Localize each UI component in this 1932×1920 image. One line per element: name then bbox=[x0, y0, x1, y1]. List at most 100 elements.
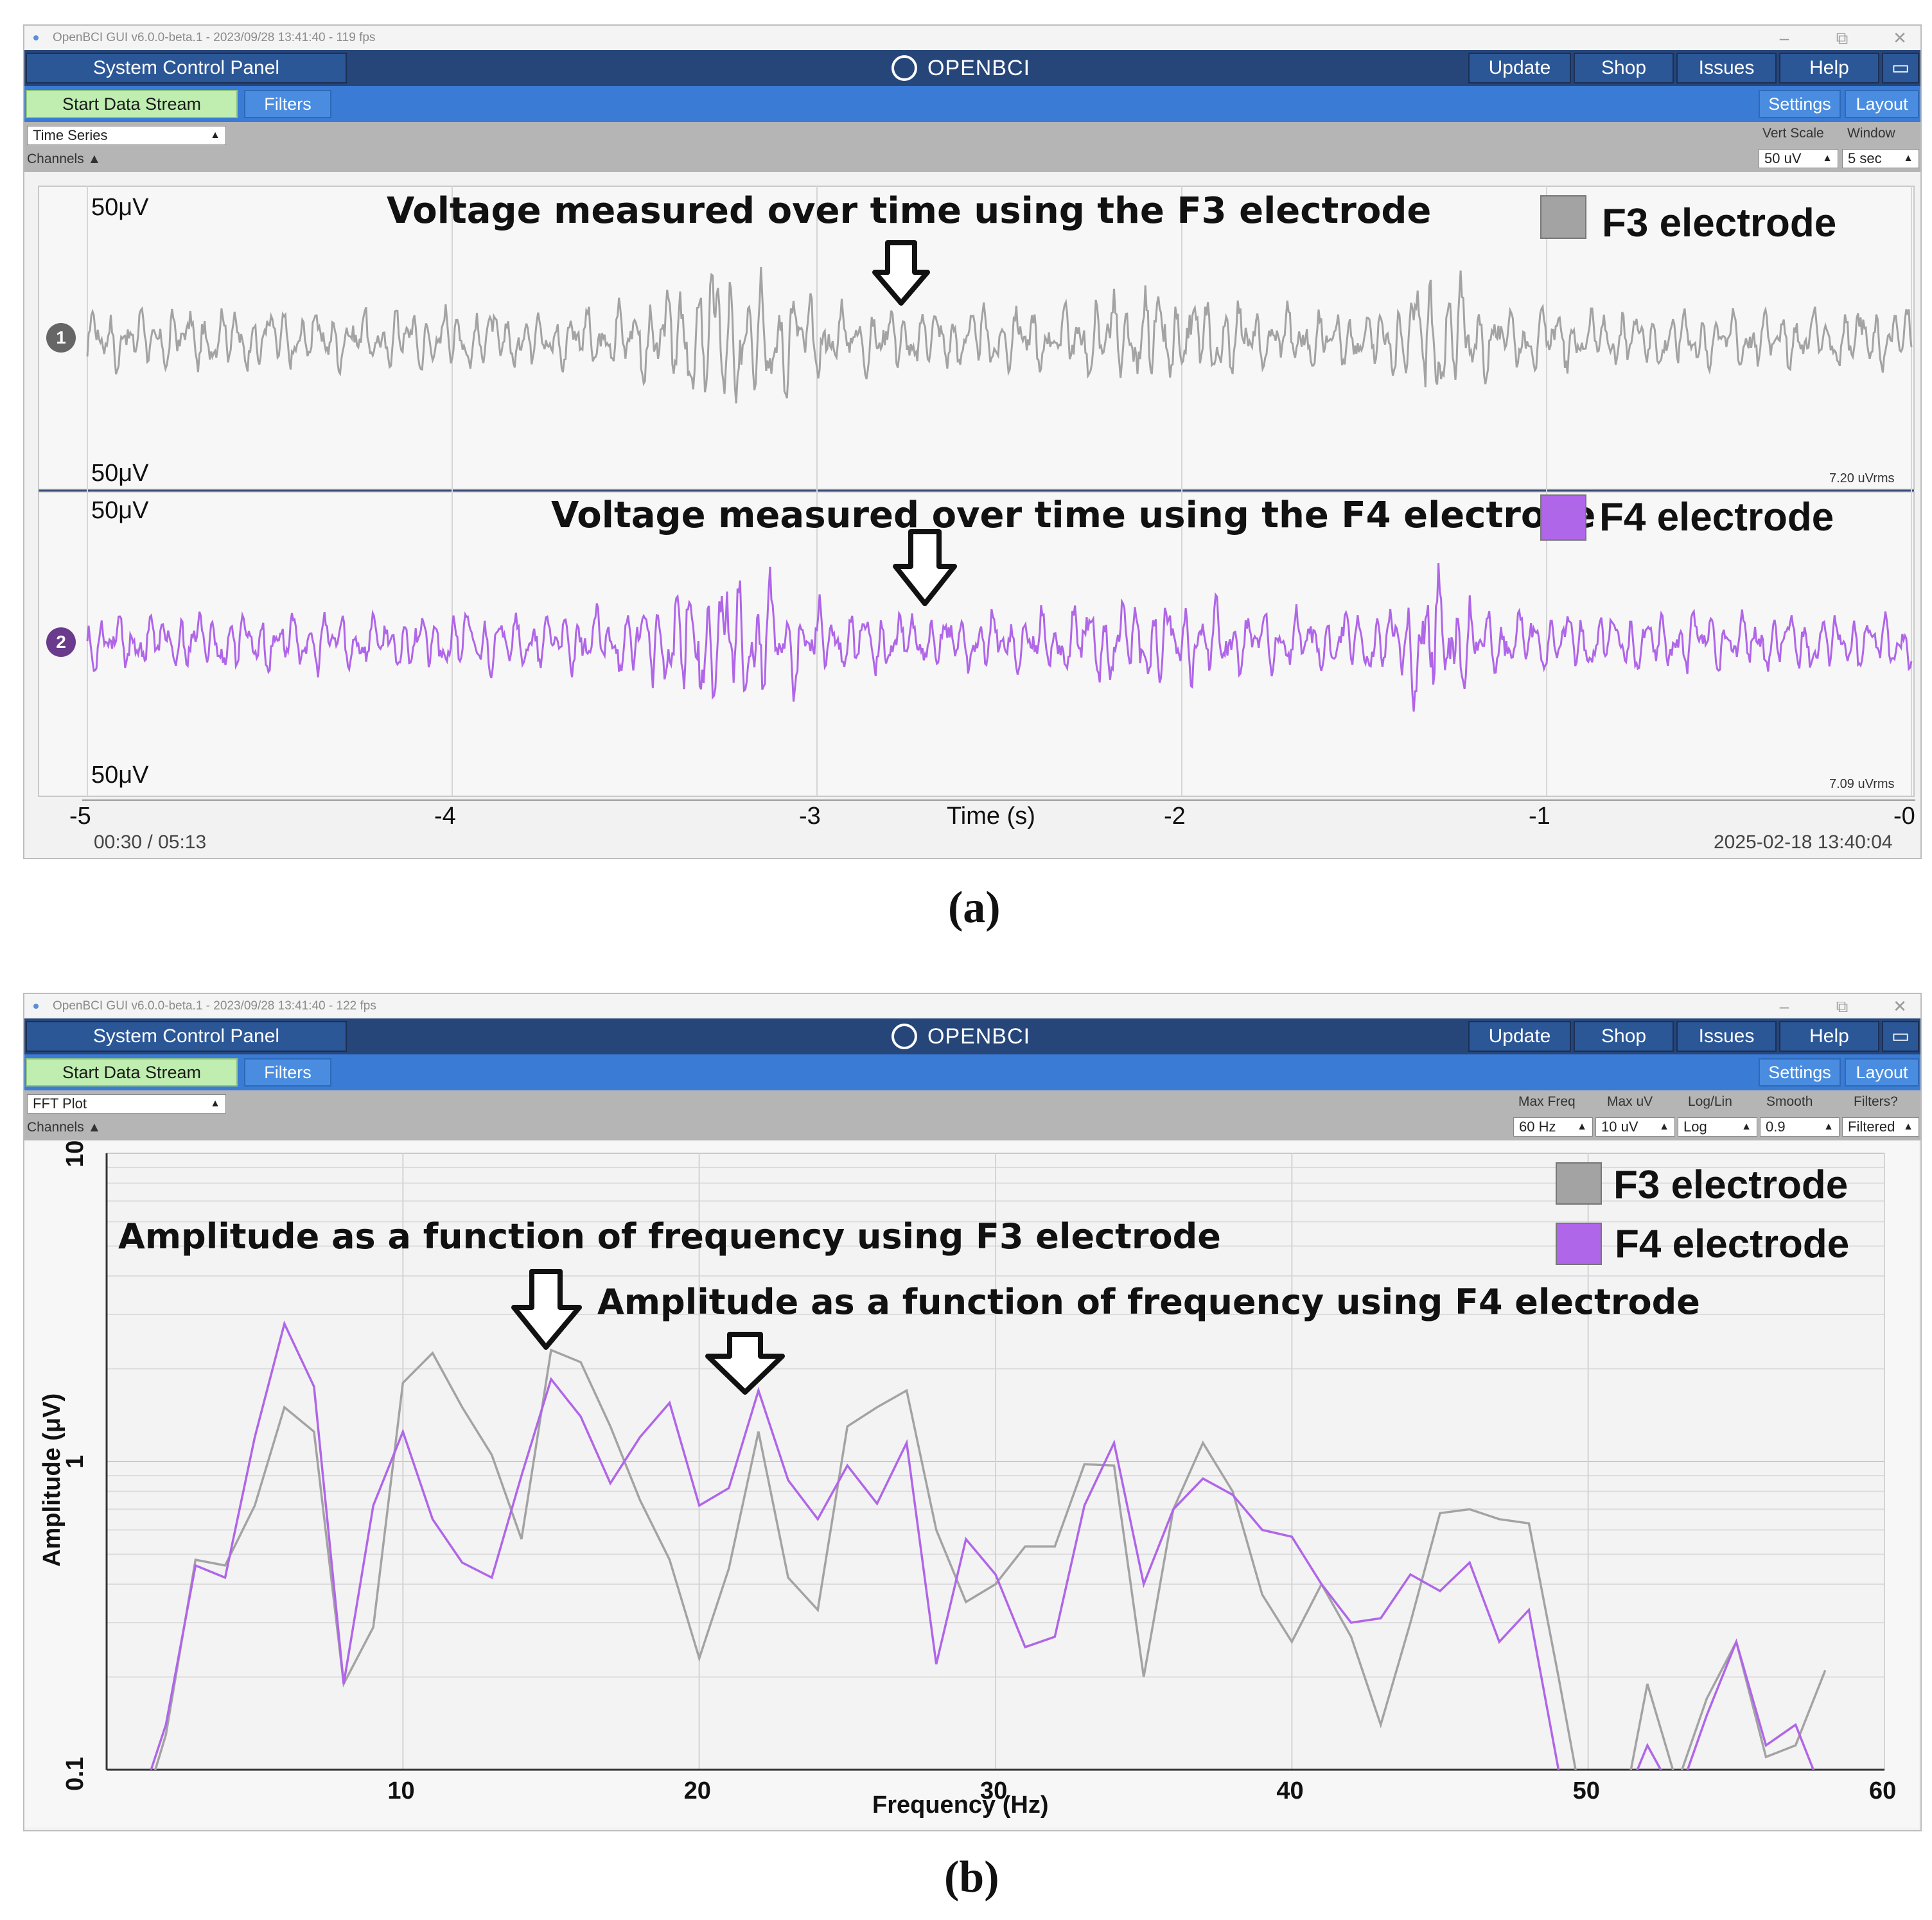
filters-button[interactable]: Filters bbox=[244, 90, 331, 118]
shop-button[interactable]: Shop bbox=[1574, 53, 1674, 83]
window-title: OpenBCI GUI v6.0.0-beta.1 - 2023/09/28 1… bbox=[53, 31, 376, 44]
filters-select[interactable]: Filtered ▲ bbox=[1842, 1117, 1919, 1137]
widget-select-value: FFT Plot bbox=[33, 1095, 87, 1112]
f3-legend-swatch bbox=[1540, 195, 1586, 239]
widget-select[interactable]: Time Series ▲ bbox=[27, 126, 226, 145]
vert-scale-value: 50 uV bbox=[1764, 150, 1802, 166]
caption-b: (b) bbox=[944, 1853, 999, 1902]
dropdown-arrow-icon: ▲ bbox=[1903, 153, 1913, 164]
app-icon bbox=[33, 35, 39, 40]
window-select[interactable]: 5 sec ▲ bbox=[1842, 149, 1919, 168]
ch2-rms: 7.09 uVrms bbox=[1829, 777, 1895, 791]
toolbar: Start Data Stream Filters Settings Layou… bbox=[24, 86, 1920, 122]
widget-header: Time Series ▲ Channels ▲ Vert Scale Windo… bbox=[24, 122, 1920, 172]
system-control-panel-button[interactable]: System Control Panel bbox=[26, 1021, 347, 1052]
channel-2-frame bbox=[38, 491, 1915, 797]
channel-2-badge[interactable]: 2 bbox=[46, 627, 76, 657]
playback-position: 00:30 / 05:13 bbox=[94, 832, 207, 853]
channels-toggle[interactable]: Channels ▲ bbox=[27, 1120, 101, 1135]
dropdown-arrow-icon: ▲ bbox=[210, 1098, 220, 1109]
arrow-down-icon bbox=[705, 1332, 785, 1395]
start-data-stream-button[interactable]: Start Data Stream bbox=[26, 90, 238, 118]
toolbar: Start Data Stream Filters Settings Layou… bbox=[24, 1054, 1920, 1090]
max-freq-select[interactable]: 60 Hz ▲ bbox=[1513, 1117, 1593, 1137]
system-control-panel-button[interactable]: System Control Panel bbox=[26, 53, 347, 83]
dropdown-arrow-icon: ▲ bbox=[1741, 1121, 1752, 1132]
time-tick-label: -2 bbox=[1164, 803, 1186, 830]
openbci-logo-icon bbox=[891, 1024, 917, 1049]
dropdown-arrow-icon: ▲ bbox=[1903, 1121, 1913, 1132]
window-layout-icon[interactable]: ▭ bbox=[1882, 53, 1919, 83]
log-lin-label: Log/Lin bbox=[1688, 1094, 1732, 1109]
time-tick-label: -1 bbox=[1529, 803, 1550, 830]
f4-annotation: Voltage measured over time using the F4 … bbox=[551, 494, 1596, 536]
settings-button[interactable]: Settings bbox=[1759, 1058, 1841, 1087]
f4-legend-label: F4 electrode bbox=[1599, 495, 1834, 539]
ch1-rms: 7.20 uVrms bbox=[1829, 471, 1895, 485]
start-data-stream-button[interactable]: Start Data Stream bbox=[26, 1058, 238, 1087]
ch2-bottom-scale-label: 50μV bbox=[91, 762, 149, 789]
log-lin-select[interactable]: Log ▲ bbox=[1678, 1117, 1757, 1137]
title-bar: OpenBCI GUI v6.0.0-beta.1 - 2023/09/28 1… bbox=[24, 994, 1920, 1018]
caption-a: (a) bbox=[948, 883, 1001, 932]
update-button[interactable]: Update bbox=[1468, 53, 1571, 83]
update-button[interactable]: Update bbox=[1468, 1021, 1571, 1052]
vert-scale-select[interactable]: 50 uV ▲ bbox=[1759, 149, 1838, 168]
f4-voltage-trace bbox=[86, 563, 1913, 712]
window-layout-icon[interactable]: ▭ bbox=[1882, 1021, 1919, 1052]
max-uv-value: 10 uV bbox=[1601, 1119, 1638, 1135]
minimize-icon[interactable]: – bbox=[1779, 997, 1789, 1016]
close-icon[interactable]: ✕ bbox=[1893, 997, 1907, 1016]
settings-button[interactable]: Settings bbox=[1759, 90, 1841, 118]
app-icon bbox=[33, 1004, 39, 1009]
arrow-down-icon bbox=[511, 1269, 582, 1350]
top-nav-bar: System Control Panel OPENBCI Update Shop… bbox=[24, 1018, 1920, 1054]
fft-x-tick-label: 40 bbox=[1276, 1777, 1304, 1804]
help-button[interactable]: Help bbox=[1779, 53, 1879, 83]
fft-f3-legend-swatch bbox=[1556, 1162, 1602, 1205]
arrow-down-icon bbox=[893, 529, 957, 606]
fft-x-tick-label: 30 bbox=[980, 1777, 1008, 1804]
fft-f3-annotation: Amplitude as a function of frequency usi… bbox=[118, 1216, 1221, 1257]
minimize-icon[interactable]: – bbox=[1779, 28, 1789, 48]
time-tick-label: -4 bbox=[434, 803, 456, 830]
window-value: 5 sec bbox=[1848, 150, 1882, 166]
max-uv-select[interactable]: 10 uV ▲ bbox=[1595, 1117, 1675, 1137]
f3-legend-label: F3 electrode bbox=[1602, 201, 1837, 245]
fft-x-axis-label: Frequency (Hz) bbox=[872, 1792, 1049, 1819]
ch2-top-scale-label: 50μV bbox=[91, 497, 149, 524]
issues-button[interactable]: Issues bbox=[1676, 53, 1777, 83]
channels-toggle[interactable]: Channels ▲ bbox=[27, 152, 101, 166]
window-label: Window bbox=[1847, 126, 1895, 141]
layout-button[interactable]: Layout bbox=[1845, 1058, 1919, 1087]
timestamp: 2025-02-18 13:40:04 bbox=[1714, 832, 1893, 853]
time-tick-label: -0 bbox=[1893, 803, 1915, 830]
restore-icon[interactable]: ⧉ bbox=[1836, 997, 1849, 1016]
openbci-logo-icon bbox=[891, 55, 917, 81]
filters-button[interactable]: Filters bbox=[244, 1058, 331, 1087]
time-tick-label: -5 bbox=[69, 803, 91, 830]
dropdown-arrow-icon: ▲ bbox=[1822, 153, 1832, 164]
filters-value: Filtered bbox=[1848, 1119, 1895, 1135]
fft-f4-legend-swatch bbox=[1556, 1223, 1602, 1265]
dropdown-arrow-icon: ▲ bbox=[210, 130, 220, 141]
channel-1-badge[interactable]: 1 bbox=[46, 323, 76, 353]
vert-scale-label: Vert Scale bbox=[1762, 126, 1824, 141]
fft-f4-legend-label: F4 electrode bbox=[1615, 1222, 1850, 1266]
openbci-logo: OPENBCI bbox=[891, 1020, 1084, 1053]
help-button[interactable]: Help bbox=[1779, 1021, 1879, 1052]
time-axis-label: Time (s) bbox=[947, 803, 1035, 830]
fft-x-tick-label: 20 bbox=[683, 1777, 711, 1804]
dropdown-arrow-icon: ▲ bbox=[1823, 1121, 1834, 1132]
f4-legend-swatch bbox=[1540, 494, 1586, 541]
widget-select[interactable]: FFT Plot ▲ bbox=[27, 1094, 226, 1113]
shop-button[interactable]: Shop bbox=[1574, 1021, 1674, 1052]
issues-button[interactable]: Issues bbox=[1676, 1021, 1777, 1052]
title-bar: OpenBCI GUI v6.0.0-beta.1 - 2023/09/28 1… bbox=[24, 26, 1920, 50]
close-icon[interactable]: ✕ bbox=[1893, 28, 1907, 48]
restore-icon[interactable]: ⧉ bbox=[1836, 28, 1849, 48]
fft-y-tick-label: 0.1 bbox=[62, 1757, 89, 1791]
smooth-select[interactable]: 0.9 ▲ bbox=[1760, 1117, 1840, 1137]
layout-button[interactable]: Layout bbox=[1845, 90, 1919, 118]
ch1-top-scale-label: 50μV bbox=[91, 194, 149, 221]
